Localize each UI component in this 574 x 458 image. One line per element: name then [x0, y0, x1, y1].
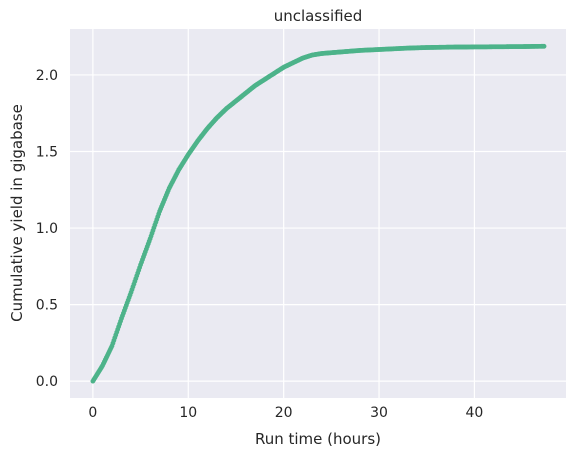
chart-title: unclassified [274, 7, 363, 25]
plot-background [70, 29, 566, 398]
data-point [542, 44, 547, 49]
y-tick-label: 1.0 [36, 221, 58, 237]
y-tick-label: 0.5 [36, 298, 58, 314]
y-tick-label: 0.0 [36, 374, 58, 390]
x-tick-label: 20 [275, 405, 293, 421]
y-tick-label: 1.5 [36, 144, 58, 160]
x-tick-label: 40 [466, 405, 484, 421]
x-axis-label: Run time (hours) [255, 430, 381, 448]
y-tick-label: 2.0 [36, 68, 58, 84]
x-tick-label: 10 [179, 405, 197, 421]
y-axis-label: Cumulative yield in gigabase [8, 104, 26, 322]
x-tick-label: 30 [370, 405, 388, 421]
x-tick-label: 0 [88, 405, 97, 421]
